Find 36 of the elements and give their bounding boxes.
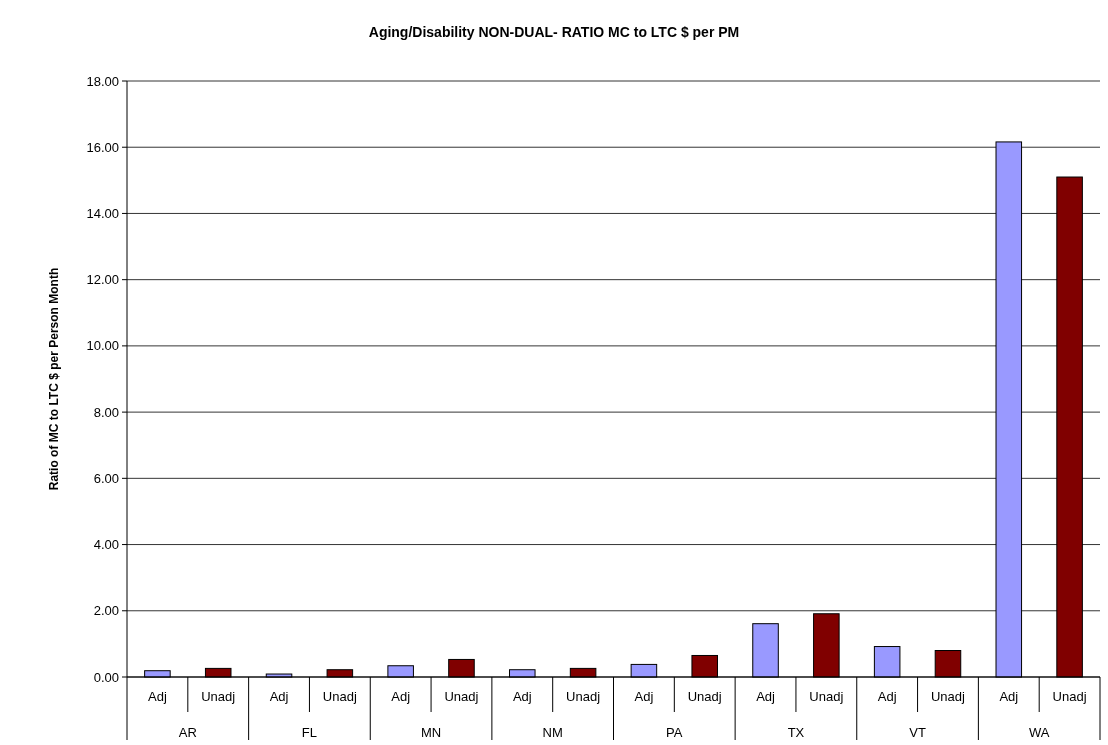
chart-title: Aging/Disability NON-DUAL- RATIO MC to LTC $ per PM [368, 24, 740, 40]
text: Unadj [930, 689, 965, 704]
x-tick-label: TX [787, 725, 805, 740]
y-tick-label: 12.00 [86, 272, 119, 288]
text: Unadj [444, 689, 479, 704]
text: Unadj [1052, 689, 1087, 704]
series-label: Adj [148, 689, 167, 704]
text: Adj [999, 689, 1019, 704]
x-tick-label: WA [1028, 725, 1050, 740]
x-tick-label: VT [909, 725, 926, 740]
y-tick-label: 14.00 [86, 205, 119, 221]
text: Unadj [687, 689, 722, 704]
y-tick-label: 2.00 [93, 603, 119, 619]
text: Adj [877, 689, 897, 704]
y-tick-label: 8.00 [93, 404, 119, 420]
y-tick-label: 0.00 [93, 669, 119, 685]
y-tick-label: 4.00 [93, 537, 119, 553]
text: Unadj [566, 689, 601, 704]
x-tick-label: PA [666, 725, 683, 740]
y-axis-title: Ratio of MC to LTC $ per Person Month [47, 267, 61, 491]
y-tick-label: 6.00 [93, 470, 119, 486]
text: Adj [391, 689, 411, 704]
text: Unadj [322, 689, 357, 704]
x-tick-label: AR [178, 725, 197, 740]
x-tick-label: NM [542, 725, 563, 740]
text: Adj [634, 689, 654, 704]
y-tick-label: 10.00 [86, 338, 119, 354]
x-tick-label: MN [420, 725, 442, 740]
y-tick-label: 16.00 [86, 139, 119, 155]
y-tick-label: 18.00 [86, 73, 119, 89]
text: Adj [756, 689, 775, 704]
series-label: Unadj [201, 689, 236, 704]
text: Unadj [809, 689, 844, 704]
text: Adj [512, 689, 532, 704]
text: Adj [269, 689, 289, 704]
x-tick-label: FL [301, 725, 318, 740]
